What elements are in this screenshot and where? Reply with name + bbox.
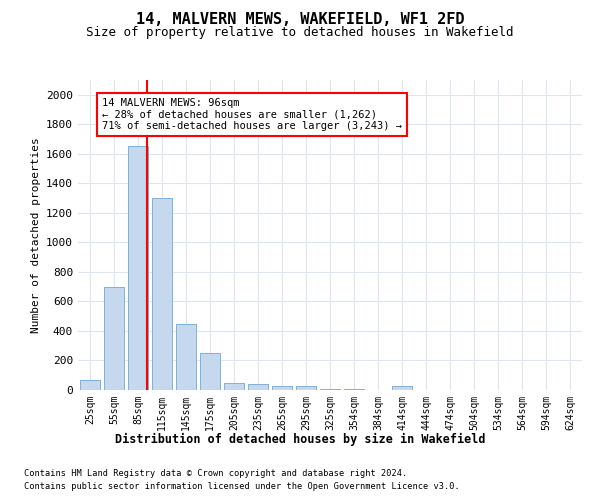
Bar (296, 386, 316, 390)
Bar (104, 286, 124, 390)
Bar (320, 388, 340, 390)
Text: 14 MALVERN MEWS: 96sqm
← 28% of detached houses are smaller (1,262)
71% of semi-: 14 MALVERN MEWS: 96sqm ← 28% of detached… (102, 98, 402, 131)
Bar (344, 388, 364, 390)
Bar (224, 382, 244, 390)
Y-axis label: Number of detached properties: Number of detached properties (31, 137, 41, 333)
Text: 14, MALVERN MEWS, WAKEFIELD, WF1 2FD: 14, MALVERN MEWS, WAKEFIELD, WF1 2FD (136, 12, 464, 28)
Bar (128, 146, 148, 390)
Bar (392, 386, 412, 390)
Text: Contains public sector information licensed under the Open Government Licence v3: Contains public sector information licen… (24, 482, 460, 491)
Bar (200, 353, 220, 390)
Bar (176, 324, 196, 390)
Bar (272, 386, 292, 390)
Bar (152, 198, 172, 390)
Bar (248, 384, 268, 390)
Bar (80, 380, 100, 390)
Text: Contains HM Land Registry data © Crown copyright and database right 2024.: Contains HM Land Registry data © Crown c… (24, 468, 407, 477)
Text: Distribution of detached houses by size in Wakefield: Distribution of detached houses by size … (115, 432, 485, 446)
Text: Size of property relative to detached houses in Wakefield: Size of property relative to detached ho… (86, 26, 514, 39)
